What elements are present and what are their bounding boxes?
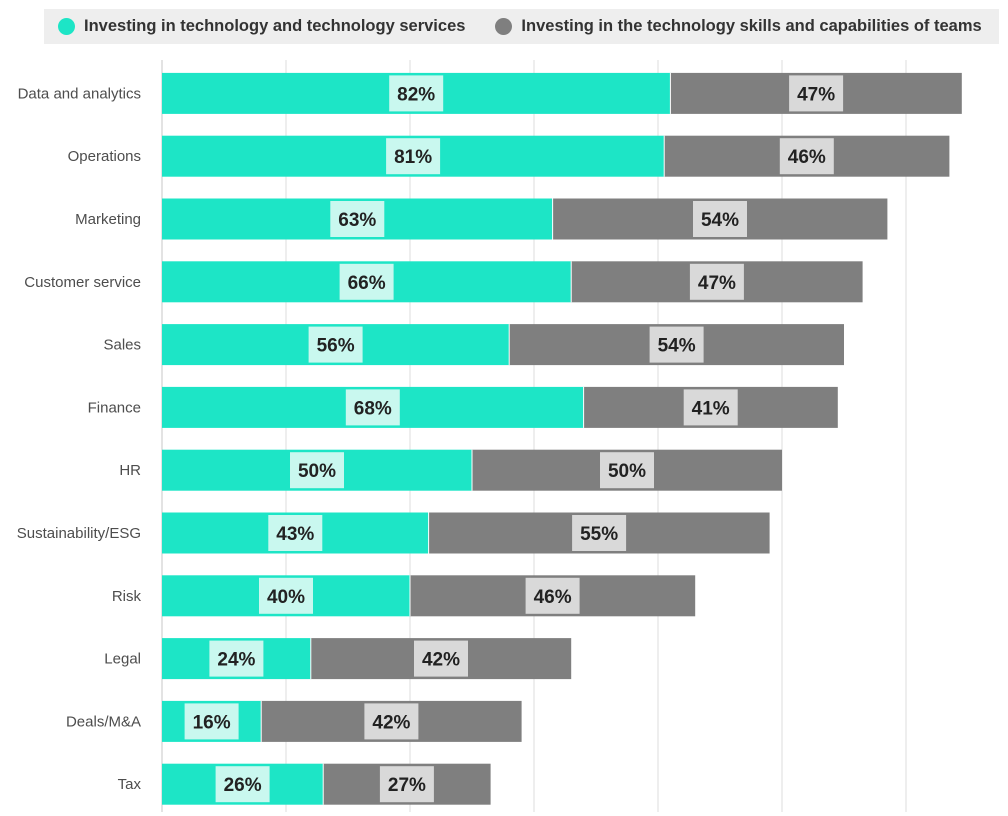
data-label-bg	[364, 703, 419, 740]
legend-item-technology: Investing in technology and technology s…	[58, 17, 465, 36]
data-label: 81%	[394, 147, 432, 168]
data-label-bg	[683, 389, 738, 426]
data-label: 40%	[267, 587, 305, 608]
category-label: Customer service	[24, 274, 141, 291]
data-label: 43%	[276, 524, 314, 545]
data-label-bg	[525, 577, 580, 614]
data-label: 42%	[422, 650, 460, 671]
data-label-bg	[600, 452, 654, 489]
data-label: 41%	[692, 398, 730, 419]
data-label: 46%	[534, 587, 572, 608]
category-label: Deals/M&A	[66, 713, 141, 730]
category-label: Operations	[68, 148, 141, 165]
data-label-bg	[215, 766, 270, 803]
data-label: 26%	[224, 775, 262, 796]
data-label: 50%	[608, 461, 646, 482]
data-label: 42%	[372, 712, 410, 733]
category-label: Data and analytics	[18, 85, 141, 102]
data-label-bg	[308, 326, 363, 363]
data-label-bg	[268, 515, 323, 551]
category-label: Risk	[112, 588, 142, 605]
data-label-bg	[345, 389, 400, 426]
data-label-bg	[389, 75, 444, 112]
category-label: HR	[119, 462, 141, 479]
data-label: 63%	[338, 210, 376, 231]
data-label-bg	[693, 201, 747, 237]
data-label: 82%	[397, 84, 435, 105]
data-label: 24%	[217, 650, 255, 671]
data-label: 47%	[797, 84, 835, 105]
category-label: Legal	[104, 651, 141, 668]
data-label-bg	[779, 138, 834, 175]
chart-legend: Investing in technology and technology s…	[44, 9, 999, 44]
legend-dot-skills	[495, 18, 513, 35]
data-label-bg	[789, 75, 844, 112]
data-label: 16%	[193, 712, 231, 733]
category-label: Tax	[118, 776, 142, 793]
data-label-bg	[259, 577, 313, 614]
data-label-bg	[339, 263, 394, 300]
data-label-bg	[689, 263, 744, 300]
data-label: 54%	[658, 336, 696, 357]
data-label: 68%	[354, 398, 392, 419]
legend-item-skills: Investing in the technology skills and c…	[495, 17, 982, 36]
data-label-bg	[290, 452, 344, 489]
data-label-bg	[649, 326, 704, 363]
data-label-bg	[209, 640, 264, 677]
category-label: Sustainability/ESG	[17, 525, 141, 542]
data-label-bg	[184, 703, 239, 740]
data-label: 56%	[317, 336, 355, 357]
data-label-bg	[330, 201, 385, 237]
data-label-bg	[386, 138, 441, 175]
data-label: 50%	[298, 461, 336, 482]
data-label: 27%	[388, 775, 426, 796]
category-label: Finance	[88, 399, 141, 416]
data-label: 66%	[348, 273, 386, 294]
legend-label-technology: Investing in technology and technology s…	[84, 17, 466, 35]
data-label: 46%	[788, 147, 826, 168]
data-label: 47%	[698, 273, 736, 294]
data-label-bg	[572, 515, 627, 551]
data-label: 55%	[580, 524, 618, 545]
category-label: Sales	[103, 337, 141, 354]
data-label-bg	[414, 640, 468, 677]
legend-label-skills: Investing in the technology skills and c…	[521, 17, 982, 35]
category-label: Marketing	[75, 211, 141, 228]
legend-dot-technology	[58, 18, 75, 35]
data-label: 54%	[701, 210, 739, 231]
data-label-bg	[379, 766, 434, 803]
